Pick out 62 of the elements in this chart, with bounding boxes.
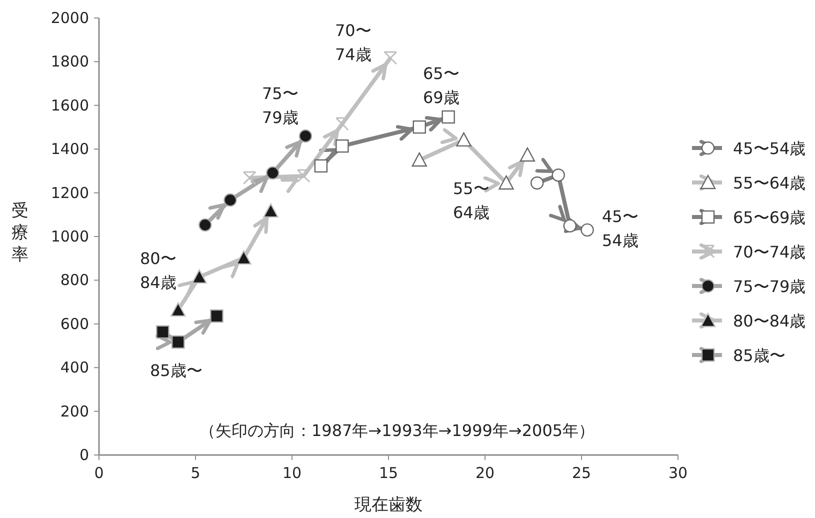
- point: [336, 139, 349, 153]
- legend-label: 55〜64歳: [733, 174, 806, 192]
- point: [384, 51, 398, 65]
- point: [412, 152, 427, 167]
- point: [266, 166, 280, 180]
- y-tick-label: 1400: [50, 140, 89, 158]
- point: [170, 302, 186, 317]
- y-tick-label: 1800: [50, 52, 89, 71]
- x-tick-label: 0: [94, 464, 104, 482]
- point: [298, 129, 312, 143]
- point: [224, 193, 237, 207]
- legend-label: 65〜69歳: [733, 208, 806, 227]
- y-tick-label: 800: [60, 271, 89, 290]
- point: [552, 168, 565, 182]
- legend-label: 70〜74歳: [733, 242, 806, 262]
- y-tick-label: 1000: [50, 228, 89, 246]
- point: [263, 203, 278, 218]
- x-tick-label: 15: [378, 464, 398, 482]
- point: [563, 219, 577, 232]
- x-tick-label: 20: [475, 464, 495, 482]
- y-tick-label: 1200: [50, 184, 89, 202]
- annotation: 45〜 54歳: [602, 207, 638, 250]
- legend-label: 45〜54歳: [733, 139, 806, 158]
- x-axis-title: 現在歯数: [354, 495, 422, 515]
- x-tick-label: 10: [282, 464, 302, 482]
- point: [530, 176, 544, 190]
- x-tick-label: 30: [668, 464, 688, 482]
- point: [198, 218, 212, 232]
- annotation: （矢印の方向：1987年→1993年→1999年→2005年）: [199, 421, 595, 440]
- annotation: 85歳〜: [150, 361, 202, 380]
- point: [498, 175, 514, 190]
- annotation: 80〜 84歳: [140, 249, 176, 292]
- point: [442, 110, 455, 124]
- annotation: 65〜 69歳: [423, 64, 460, 107]
- point: [192, 269, 207, 284]
- point: [456, 132, 472, 147]
- annotation: 55〜 64歳: [453, 179, 490, 222]
- annotation: 75〜 79歳: [262, 84, 298, 127]
- point: [242, 171, 256, 185]
- point: [520, 147, 536, 162]
- point: [580, 223, 594, 237]
- point: [314, 159, 328, 173]
- point: [335, 117, 349, 131]
- x-tick-label: 5: [190, 464, 200, 482]
- y-tick-label: 600: [60, 314, 89, 333]
- y-tick-label: 0: [79, 446, 89, 464]
- point: [236, 250, 252, 265]
- y-axis-title: 受療率: [12, 201, 28, 265]
- legend-label: 80〜84歳: [733, 312, 806, 330]
- x-tick-label: 25: [572, 464, 592, 482]
- y-tick-label: 400: [60, 358, 89, 377]
- point: [172, 335, 185, 349]
- y-tick-label: 200: [60, 402, 89, 420]
- y-tick-label: 1600: [50, 96, 89, 114]
- y-tick-label: 2000: [50, 9, 89, 27]
- point: [412, 120, 426, 134]
- point: [156, 325, 170, 339]
- legend-label: 75〜79歳: [733, 277, 806, 296]
- point: [210, 309, 224, 323]
- point: [296, 169, 310, 183]
- annotation: 70〜 74歳: [335, 21, 372, 64]
- legend-label: 85歳〜: [733, 346, 786, 365]
